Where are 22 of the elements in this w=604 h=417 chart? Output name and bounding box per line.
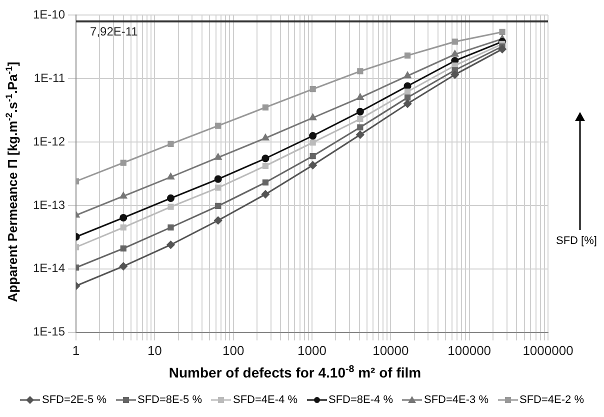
legend-label: SFD=8E-5 % bbox=[138, 394, 202, 406]
y-tick-label: 1E-12 bbox=[32, 134, 66, 148]
y-tick-label: 1E-10 bbox=[32, 7, 66, 22]
x-axis-title: Number of defects for 4.10$^{-8}$ m² of film bbox=[168, 364, 422, 381]
y-tick-label: 1E-15 bbox=[32, 324, 66, 339]
x-tick-label: 10000 bbox=[372, 342, 409, 358]
legend-label: SFD=4E-4 % bbox=[233, 394, 298, 406]
y-tick-label: 1E-14 bbox=[32, 261, 66, 276]
ref-line-label: 7,92E-11 bbox=[90, 24, 138, 39]
legend-label: SFD=8E-4 % bbox=[328, 394, 393, 406]
x-tick-label: 10 bbox=[147, 342, 162, 358]
legend-label: SFD=2E-5 % bbox=[42, 394, 106, 406]
text: SFD [%] bbox=[556, 235, 597, 247]
x-tick-label: 100000 bbox=[448, 342, 492, 358]
legend-label: SFD=4E-3 % bbox=[424, 394, 488, 406]
legend-label: SFD=4E-2 % bbox=[520, 394, 584, 406]
x-tick-label: 1 bbox=[72, 342, 80, 358]
x-tick-label: 1000 bbox=[298, 342, 326, 358]
x-tick-label: 100 bbox=[222, 342, 244, 358]
x-tick-label: 1000000 bbox=[522, 342, 574, 358]
y-tick-label: 1E-11 bbox=[34, 70, 66, 85]
y-tick-label: 1E-13 bbox=[32, 198, 66, 212]
